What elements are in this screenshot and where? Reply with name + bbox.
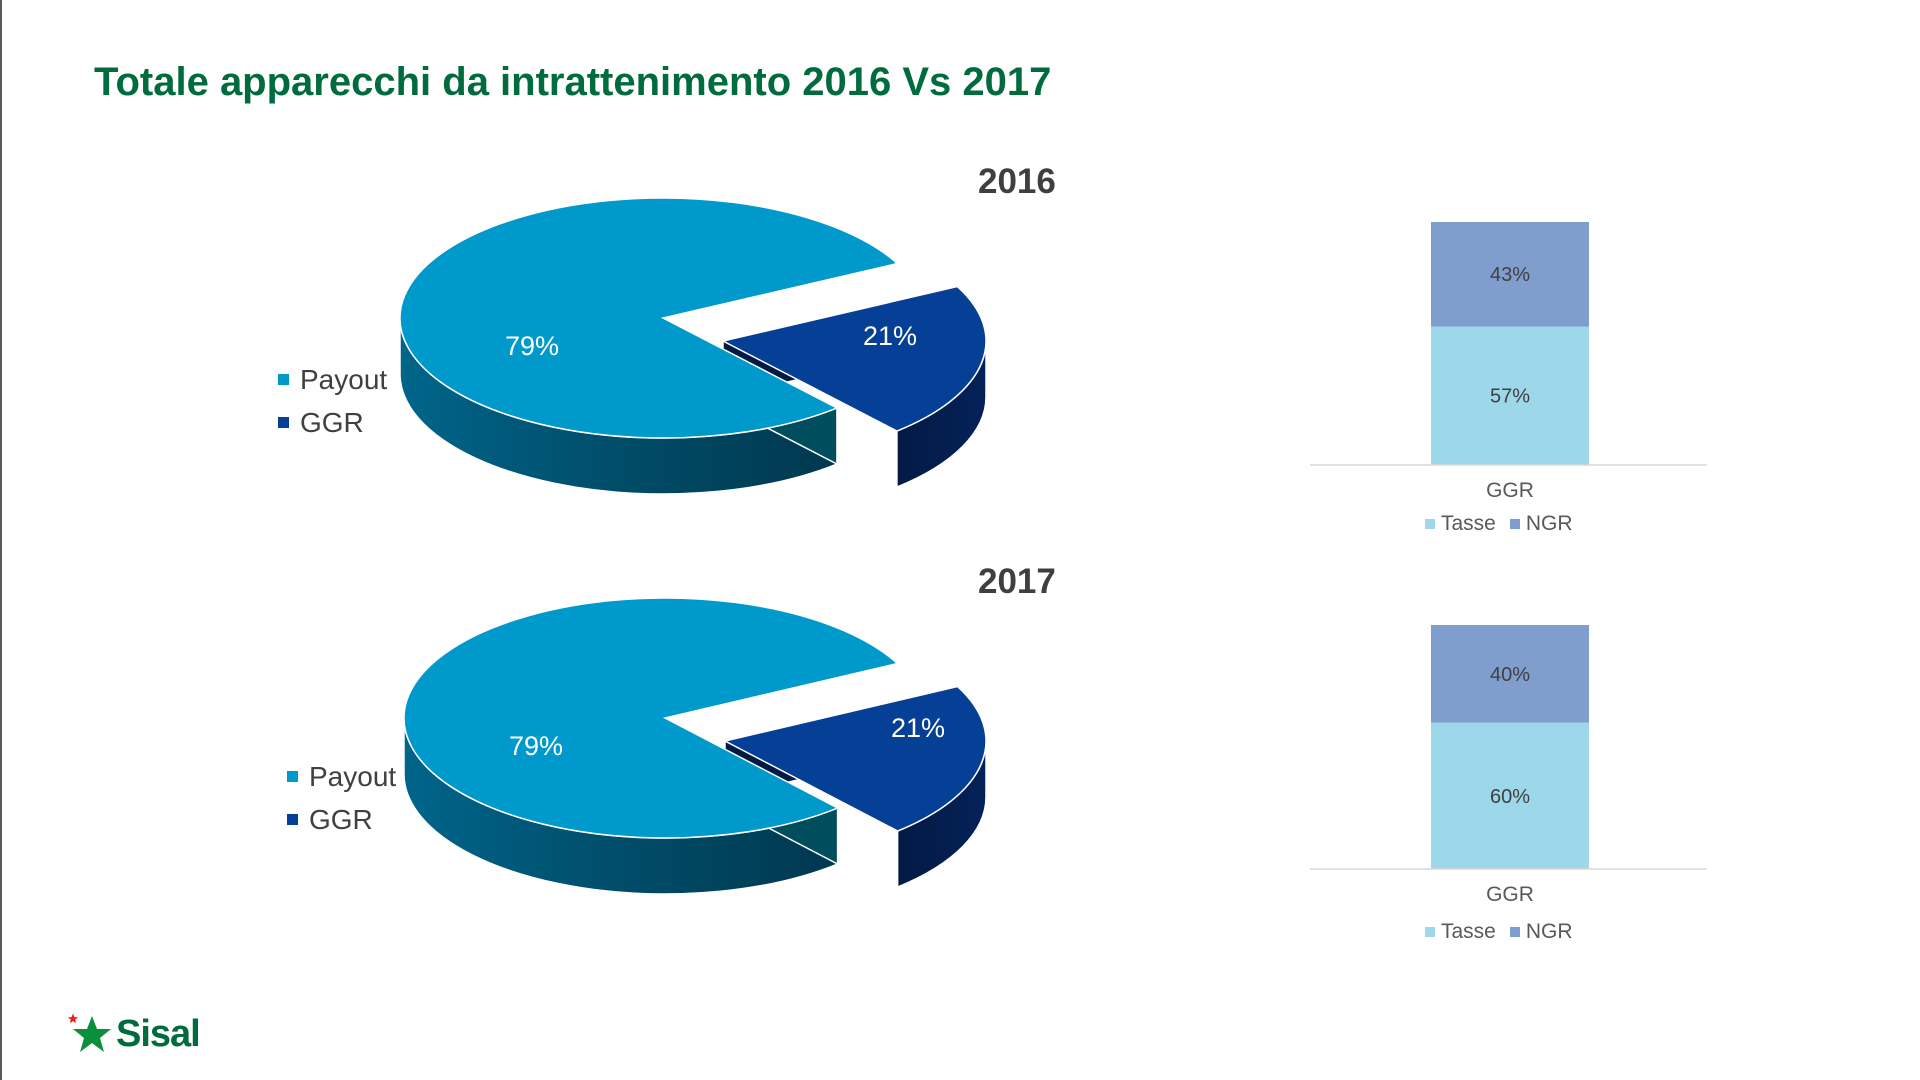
bar-2017-label-tasse: 60% xyxy=(1490,786,1530,808)
star-logo-icon xyxy=(68,1013,111,1052)
legend-swatch-payout xyxy=(278,374,289,385)
legend-swatch-ggr xyxy=(278,417,289,428)
legend-label-ggr: GGR xyxy=(300,406,364,438)
legend-swatch-ngr xyxy=(1509,927,1520,937)
pie-2017-label-payout: 79% xyxy=(509,731,563,761)
legend-item-ggr: GGR xyxy=(287,798,396,841)
legend-label-ngr: NGR xyxy=(1525,920,1573,943)
legend-item-tasse: Tasse xyxy=(1425,920,1496,944)
bar-2016-segment-tasse xyxy=(1431,326,1589,465)
legend-swatch-ngr xyxy=(1509,519,1520,529)
bar-2017-segment-tasse xyxy=(1431,722,1589,869)
pie-title-2016: 2016 xyxy=(978,162,1056,201)
pie-legend-2017: Payout GGR xyxy=(287,755,396,841)
slide-left-border xyxy=(0,0,2,1080)
bar-2017-segment-ngr xyxy=(1431,625,1589,723)
pie-2017-slice-ggr xyxy=(722,685,987,832)
bar-2016-segment-ngr xyxy=(1431,222,1589,327)
legend-label-tasse: Tasse xyxy=(1441,920,1496,943)
bar-2016-label-tasse: 57% xyxy=(1490,386,1530,408)
pie-2017-label-ggr: 21% xyxy=(891,713,945,743)
legend-item-tasse: Tasse xyxy=(1425,512,1496,536)
pie-2016-slice-payout xyxy=(399,197,899,439)
bar-2017-label-ngr: 40% xyxy=(1490,664,1530,686)
pie-2017-slice-payout xyxy=(403,597,900,839)
legend-label-payout: Payout xyxy=(300,363,388,395)
pie-legend-2016: Payout GGR xyxy=(278,358,387,444)
legend-swatch-payout xyxy=(287,771,298,782)
bar-legend-2017: Tasse NGR xyxy=(1425,920,1587,944)
legend-swatch-tasse xyxy=(1425,927,1435,937)
pie-2016-label-ggr: 21% xyxy=(863,321,917,351)
bar-2016-label-ngr: 43% xyxy=(1490,264,1530,286)
sisal-logo: Sisal xyxy=(68,1012,201,1056)
legend-label-payout: Payout xyxy=(309,760,397,792)
page-title: Totale apparecchi da intrattenimento 201… xyxy=(94,60,1052,104)
legend-item-ggr: GGR xyxy=(278,401,387,444)
legend-item-payout: Payout xyxy=(278,358,387,401)
bar-2017-category-label: GGR xyxy=(1486,883,1534,906)
legend-swatch-ggr xyxy=(287,814,298,825)
pie-2016-slice-ggr xyxy=(720,285,987,432)
legend-swatch-tasse xyxy=(1425,519,1435,529)
legend-label-ngr: NGR xyxy=(1525,512,1573,535)
legend-item-payout: Payout xyxy=(287,755,396,798)
bar-2016-category-label: GGR xyxy=(1486,479,1534,502)
pie-title-2017: 2017 xyxy=(978,562,1056,601)
pie-2016-label-payout: 79% xyxy=(505,331,559,361)
legend-item-ngr: NGR xyxy=(1509,920,1573,944)
bar-legend-2016: Tasse NGR xyxy=(1425,512,1587,536)
logo-text: Sisal xyxy=(116,1012,201,1055)
legend-label-tasse: Tasse xyxy=(1441,512,1496,535)
legend-item-ngr: NGR xyxy=(1509,512,1573,536)
legend-label-ggr: GGR xyxy=(309,803,373,835)
